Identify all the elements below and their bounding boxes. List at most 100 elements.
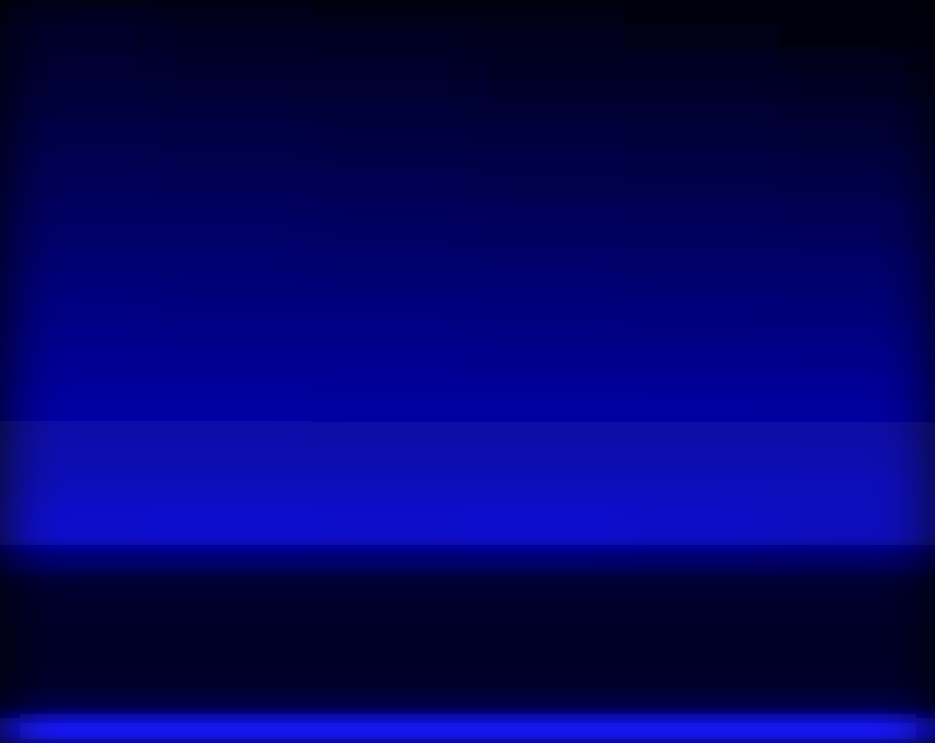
cell [779, 347, 935, 373]
cell [0, 594, 157, 620]
cell [0, 25, 157, 51]
cell [468, 322, 625, 348]
cell [623, 74, 780, 100]
cell [623, 594, 780, 620]
spectrogram [0, 0, 935, 743]
cell [156, 421, 313, 447]
cell [156, 50, 313, 76]
cell [156, 495, 313, 521]
cell [623, 347, 780, 373]
cell [312, 495, 469, 521]
cell [156, 198, 313, 224]
cell [468, 173, 625, 199]
cell [0, 545, 157, 571]
cell [156, 718, 313, 743]
cell [0, 149, 157, 175]
cell [468, 520, 625, 546]
cell [623, 173, 780, 199]
cell [779, 198, 935, 224]
cell [312, 272, 469, 298]
cells [0, 0, 935, 743]
cell [312, 198, 469, 224]
cell [623, 124, 780, 150]
cell [312, 25, 469, 51]
cell [623, 223, 780, 249]
cell [468, 272, 625, 298]
cell [312, 471, 469, 497]
cell [156, 25, 313, 51]
cell [312, 545, 469, 571]
cell [623, 50, 780, 76]
cell [312, 446, 469, 472]
cell [779, 396, 935, 422]
cell [0, 520, 157, 546]
cell [779, 520, 935, 546]
cell [312, 594, 469, 620]
cell [623, 372, 780, 398]
cell [779, 124, 935, 150]
cell [0, 0, 157, 26]
cell [468, 421, 625, 447]
cell [156, 149, 313, 175]
cell [623, 471, 780, 497]
cell [0, 471, 157, 497]
cell [156, 0, 313, 26]
cell [0, 495, 157, 521]
cell [779, 74, 935, 100]
cell [468, 347, 625, 373]
cell [468, 25, 625, 51]
cell [468, 124, 625, 150]
cell [623, 520, 780, 546]
cell [156, 248, 313, 274]
cell [779, 619, 935, 645]
cell [623, 248, 780, 274]
cell [156, 669, 313, 695]
cell [623, 198, 780, 224]
cell [779, 471, 935, 497]
cell [312, 74, 469, 100]
cell [312, 248, 469, 274]
cell [312, 99, 469, 125]
cell [779, 149, 935, 175]
cell [156, 74, 313, 100]
cell [312, 644, 469, 670]
cell [0, 644, 157, 670]
cell [156, 223, 313, 249]
cell [468, 619, 625, 645]
cell [468, 570, 625, 596]
cell [312, 347, 469, 373]
cell [0, 272, 157, 298]
cell [156, 124, 313, 150]
cell [468, 0, 625, 26]
cell [779, 272, 935, 298]
cell [156, 372, 313, 398]
cell [156, 619, 313, 645]
background [0, 0, 935, 743]
cell [779, 50, 935, 76]
cell [779, 99, 935, 125]
cell [623, 619, 780, 645]
cell [468, 669, 625, 695]
cell [623, 446, 780, 472]
cell [623, 570, 780, 596]
cell [0, 396, 157, 422]
cell [623, 322, 780, 348]
cell [0, 669, 157, 695]
cell [312, 718, 469, 743]
cell [779, 644, 935, 670]
cell [623, 545, 780, 571]
cell [0, 693, 157, 719]
cell [468, 248, 625, 274]
cell [468, 594, 625, 620]
cell [623, 297, 780, 323]
cell [0, 99, 157, 125]
cell [156, 99, 313, 125]
cell [468, 50, 625, 76]
cell [156, 173, 313, 199]
cell [779, 570, 935, 596]
cell [779, 322, 935, 348]
cell [468, 297, 625, 323]
cell [623, 421, 780, 447]
cell [312, 149, 469, 175]
cell [623, 272, 780, 298]
